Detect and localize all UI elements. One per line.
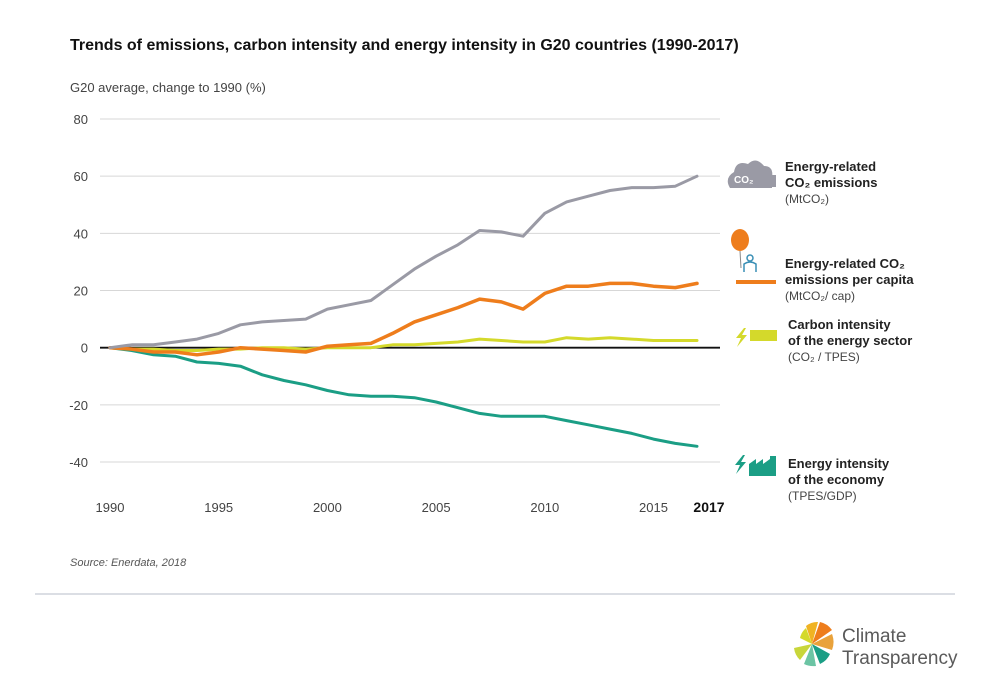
- x-tick-label: 1990: [96, 500, 125, 515]
- legend-label: of the energy sector: [788, 333, 912, 348]
- co2-icon-label: CO₂: [734, 175, 753, 186]
- logo-text-line1: Climate: [842, 626, 906, 647]
- legend-label: emissions per capita: [785, 272, 914, 287]
- grid: [100, 118, 720, 463]
- legend-unit: (MtCO₂): [785, 192, 829, 206]
- co2-cloud-icon: CO₂: [727, 160, 776, 188]
- x-tick-label: 2005: [422, 500, 451, 515]
- legend-label: of the economy: [788, 472, 885, 487]
- source-note: Source: Enerdata, 2018: [70, 557, 187, 569]
- y-tick-labels: 80 60 40 20 0 -20 -40: [69, 112, 88, 470]
- legend-unit: (CO₂ / TPES): [788, 350, 860, 364]
- legend-label: Energy-related CO₂: [785, 256, 905, 271]
- legend-label: Energy intensity: [788, 456, 890, 471]
- logo-text-line2: Transparency: [842, 648, 958, 669]
- x-tick-label: 2017: [693, 499, 724, 515]
- y-tick-label: -40: [69, 455, 88, 470]
- x-tick-label: 2010: [530, 500, 559, 515]
- legend-unit: (TPES/GDP): [788, 489, 857, 503]
- series-line-3: [108, 346, 699, 448]
- x-tick-label: 2000: [313, 500, 342, 515]
- y-tick-label: 0: [81, 341, 88, 356]
- chart-title: Trends of emissions, carbon intensity an…: [70, 37, 739, 54]
- series-line-0: [108, 174, 699, 350]
- legend-unit: (MtCO₂/ cap): [785, 289, 855, 303]
- x-tick-labels: 1990 1995 2000 2005 2010 2015 2017: [96, 499, 725, 515]
- legend-label: Energy-related: [785, 159, 876, 174]
- legend-label: Carbon intensity: [788, 317, 891, 332]
- y-tick-label: 20: [74, 284, 88, 299]
- y-tick-label: 40: [74, 226, 88, 241]
- legend-label: CO₂ emissions: [785, 175, 877, 190]
- y-tick-label: 80: [74, 112, 88, 127]
- y-tick-label: 60: [74, 169, 88, 184]
- lightning-bar-icon: [736, 328, 777, 347]
- series-line-1: [108, 281, 699, 357]
- series-lines: [108, 174, 699, 448]
- x-tick-label: 1995: [204, 500, 233, 515]
- x-tick-label: 2015: [639, 500, 668, 515]
- y-tick-label: -20: [69, 398, 88, 413]
- sun-wheel-logo-icon: [794, 621, 834, 667]
- person-balloon-icon: [731, 229, 776, 284]
- series-line-2: [108, 336, 699, 352]
- y-axis-label: G20 average, change to 1990 (%): [70, 80, 266, 95]
- factory-lightning-icon: [735, 455, 776, 476]
